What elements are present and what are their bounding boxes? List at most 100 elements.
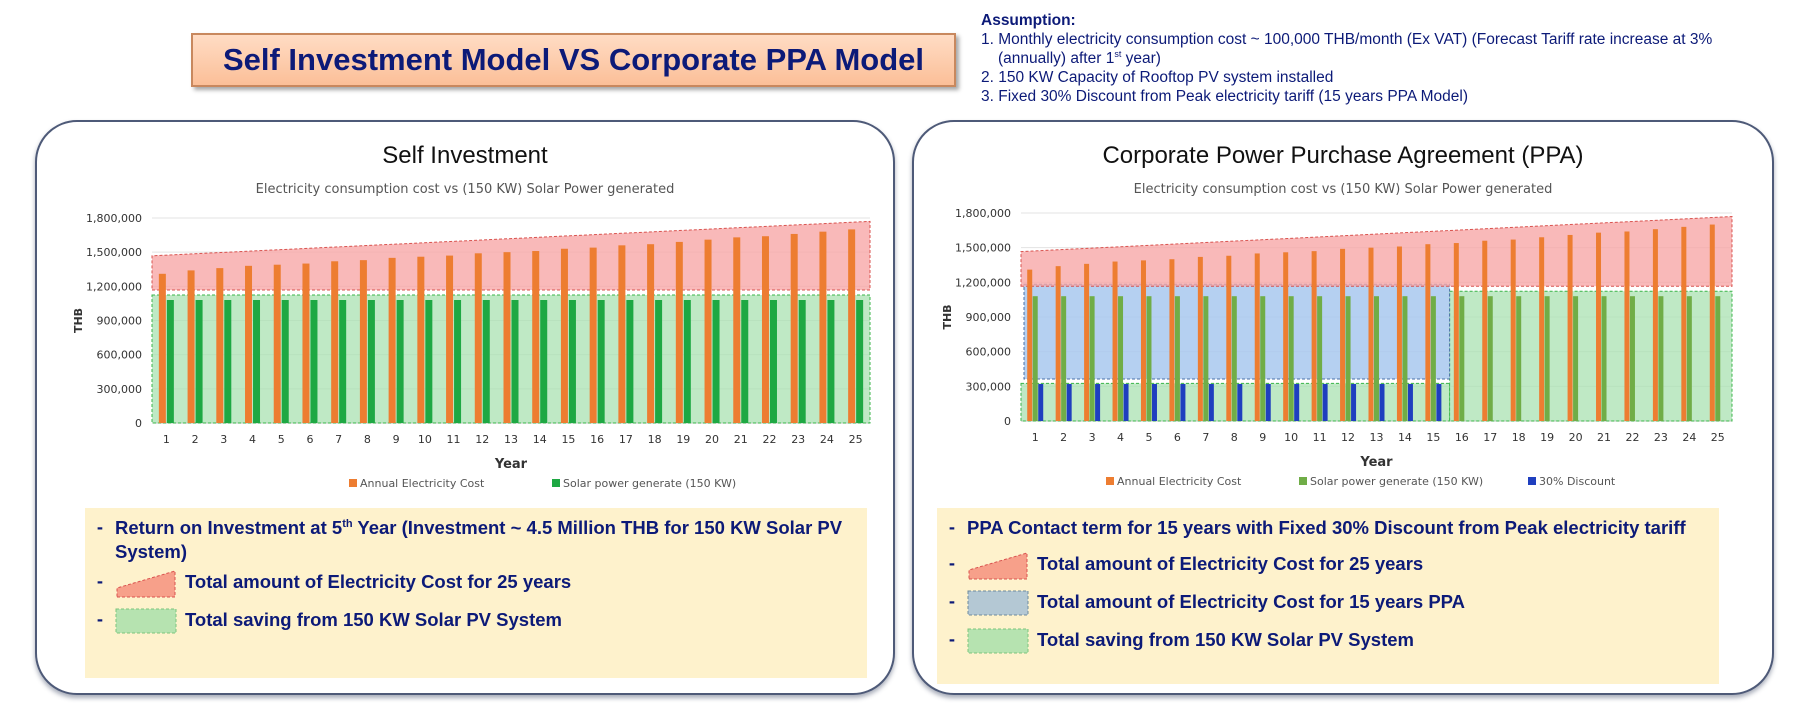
discount-bar (1095, 384, 1101, 421)
legend-swatch (1106, 477, 1114, 485)
y-tick-label: 300,000 (966, 380, 1012, 393)
cost-bar (560, 248, 568, 423)
discount-bar (1180, 384, 1186, 421)
x-tick-label: 23 (1654, 431, 1668, 444)
cost-bar (503, 252, 511, 423)
x-tick-label: 7 (335, 433, 342, 446)
solar-bar (1174, 296, 1180, 421)
legend-label: Solar power generate (150 KW) (563, 477, 736, 490)
red-triangle-swatch (116, 570, 176, 598)
assumption-2: 2. 150 KW Capacity of Rooftop PV system … (981, 69, 1334, 86)
self-investment-chart: 0 300,000 600,000 900,000 1,200,000 1,500,000… (72, 212, 871, 490)
solar-bar (769, 300, 777, 423)
solar-bar (1487, 296, 1493, 421)
x-axis-title: Year (494, 457, 528, 472)
solar-bar (626, 300, 634, 423)
legend-swatch (349, 479, 357, 487)
y-tick-label: 1,200,000 (955, 276, 1011, 289)
cost-bar (388, 257, 396, 423)
solar-bar (1317, 296, 1323, 421)
x-tick-label: 21 (1597, 431, 1611, 444)
cost-bar (647, 244, 655, 423)
solar-bar (1203, 296, 1209, 421)
assumption-1-text-end: year) (1121, 50, 1161, 67)
y-axis-title: THB (941, 304, 954, 329)
solar-bar (1715, 296, 1721, 421)
cost-bar (1709, 224, 1715, 421)
solar-bar (827, 300, 835, 423)
x-tick-label: 8 (364, 433, 371, 446)
green-rect-swatch (967, 628, 1029, 654)
x-tick-label: 5 (278, 433, 285, 446)
x-tick-label: 5 (1145, 431, 1152, 444)
cost-bar (1510, 239, 1516, 421)
cost-bar (359, 260, 367, 423)
chart-title: Corporate Power Purchase Agreement (PPA) (1102, 142, 1584, 169)
note-total-cost-text: Total amount of Electricity Cost for 25 … (185, 571, 572, 592)
self-investment-notes: - Return on Investment at 5th Year (Inve… (85, 508, 867, 678)
x-tick-label: 24 (820, 433, 834, 446)
x-tick-label: 2 (192, 433, 199, 446)
note-ppa-term-text: PPA Contact term for 15 years with Fixed… (967, 517, 1686, 538)
cost-bar (446, 255, 454, 423)
x-tick-label: 3 (1089, 431, 1096, 444)
x-tick-label: 8 (1231, 431, 1238, 444)
solar-bar (1430, 296, 1436, 421)
cost-bar (1652, 229, 1658, 421)
x-tick-label: 19 (1540, 431, 1554, 444)
cost-bar (618, 245, 626, 423)
y-tick-label: 300,000 (97, 383, 143, 396)
x-tick-label: 17 (1483, 431, 1497, 444)
main-title: Self Investment Model VS Corporate PPA M… (191, 33, 956, 87)
note-roi-text: Return on Investment at 5th Year (Invest… (115, 516, 867, 564)
roi-text-end: Year (Investment ~ 4.5 Million THB for 1… (115, 517, 843, 562)
cost-bar (1425, 244, 1431, 421)
discount-bar (1208, 384, 1214, 421)
x-tick-label: 9 (1259, 431, 1266, 444)
y-tick-label: 1,500,000 (955, 242, 1011, 255)
solar-bar (396, 300, 404, 423)
cost-bar (1596, 232, 1602, 421)
solar-bar (224, 300, 232, 423)
solar-bar (1402, 296, 1408, 421)
roi-text: Return on Investment at 5 (115, 517, 343, 538)
x-tick-label: 7 (1202, 431, 1209, 444)
x-tick-label: 15 (1426, 431, 1440, 444)
cost-bar (704, 239, 712, 423)
cost-bar (1311, 251, 1317, 421)
bullet-dash: - (96, 570, 104, 591)
x-tick-label: 9 (393, 433, 400, 446)
discount-bar (1265, 384, 1271, 421)
solar-bar (1032, 296, 1038, 421)
solar-bar (339, 300, 347, 423)
discount-bar (1351, 384, 1357, 421)
x-tick-label: 22 (1625, 431, 1639, 444)
cost-bar (790, 233, 798, 423)
chart-subtitle: Electricity consumption cost vs (150 KW)… (1133, 182, 1553, 197)
ppa-chart: 0 300,000 600,000 900,000 1,200,000 1,500,000… (941, 207, 1733, 488)
solar-bar (1629, 296, 1635, 421)
legend-swatch (1528, 477, 1536, 485)
x-tick-label: 18 (1512, 431, 1526, 444)
x-tick-label: 3 (220, 433, 227, 446)
solar-bar (1260, 296, 1266, 421)
ppa-panel: Corporate Power Purchase Agreement (PPA)… (912, 120, 1774, 695)
x-tick-label: 13 (504, 433, 518, 446)
cost-bar (761, 236, 769, 423)
solar-bar (1544, 296, 1550, 421)
assumptions-heading: Assumption: (981, 12, 1076, 29)
discount-bar (1379, 384, 1385, 421)
green-saving-area (151, 294, 871, 424)
x-tick-label: 2 (1060, 431, 1067, 444)
cost-bar (848, 229, 856, 423)
y-tick-label: 600,000 (966, 346, 1012, 359)
note-total-saving: - Total saving from 150 KW Solar PV Syst… (937, 628, 1719, 654)
x-tick-label: 16 (1455, 431, 1469, 444)
cost-bar (245, 265, 253, 423)
legend-swatch (1299, 477, 1307, 485)
cost-bar (675, 241, 683, 423)
solar-bar (683, 300, 691, 423)
cost-bar (1340, 248, 1346, 421)
x-tick-label: 21 (734, 433, 748, 446)
legend-swatch (552, 479, 560, 487)
